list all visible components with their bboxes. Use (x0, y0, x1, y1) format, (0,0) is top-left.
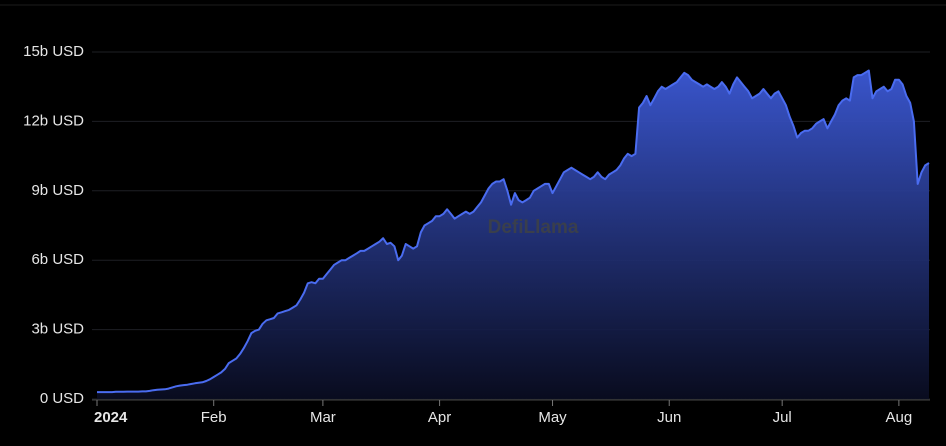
x-tick-label: 2024 (94, 409, 128, 426)
x-tick-label: Aug (886, 409, 913, 426)
y-tick-label: 9b USD (31, 182, 84, 199)
x-tick-label: May (538, 409, 567, 426)
y-tick-label: 3b USD (31, 321, 84, 338)
y-tick-label: 0 USD (40, 390, 84, 407)
y-tick-label: 15b USD (23, 43, 84, 60)
line (97, 69, 930, 394)
watermark: DefiLlama (488, 217, 579, 238)
x-tick-label: Feb (201, 409, 227, 426)
axes: 0 USD 3b USD 6b USD 9b USD 12b USD 15b USD 202… (23, 43, 930, 426)
x-tick-label: Apr (428, 409, 451, 426)
y-tick-label: 6b USD (31, 251, 84, 268)
x-tick-label: Mar (310, 409, 336, 426)
area (97, 70, 929, 399)
y-tick-label: 12b USD (23, 112, 84, 129)
x-tick-label: Jun (657, 409, 681, 426)
plot (97, 69, 930, 399)
x-tick-label: Jul (773, 409, 792, 426)
